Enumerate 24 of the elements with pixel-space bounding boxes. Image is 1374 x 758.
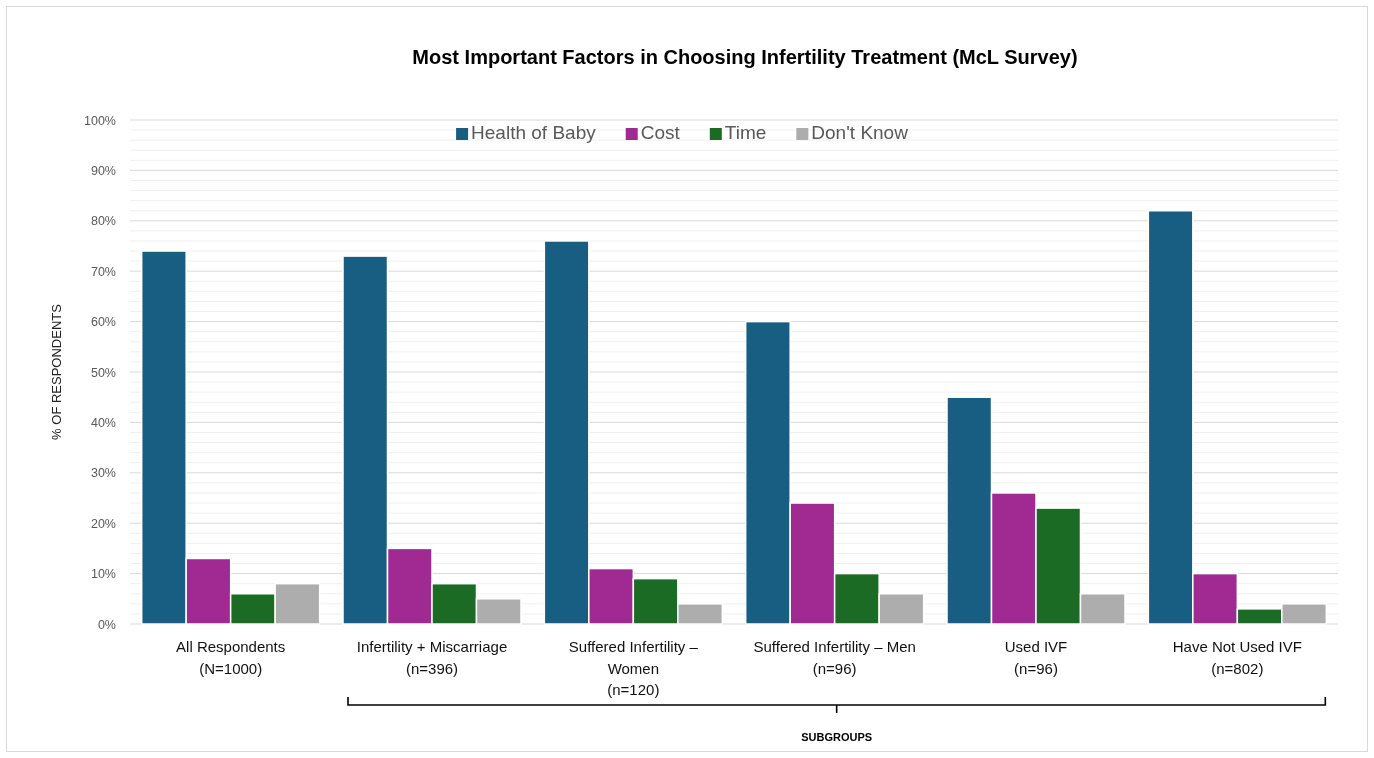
x-tick-label: Have Not Used IVF (n=802) bbox=[1172, 638, 1302, 677]
y-tick-label: 30% bbox=[90, 466, 116, 481]
legend-label: Don't Know bbox=[811, 122, 909, 143]
y-tick-label: 100% bbox=[84, 113, 116, 128]
y-tick-label: 10% bbox=[90, 567, 116, 582]
legend-label: Cost bbox=[640, 122, 681, 143]
text: SUBGROUPS bbox=[801, 731, 873, 743]
y-tick-label: 90% bbox=[90, 163, 116, 178]
legend-label: Health of Baby bbox=[471, 122, 597, 143]
x-tick-label: Suffered Infertility – Men (n=96) bbox=[753, 638, 916, 677]
y-tick-label: 60% bbox=[90, 315, 116, 330]
y-axis-title: % OF RESPONDENTS bbox=[49, 303, 64, 440]
y-tick-label: 20% bbox=[90, 516, 116, 531]
chart-title: Most Important Factors in Choosing Infertility Treatment (McL Survey) bbox=[412, 46, 1078, 68]
y-tick-label: 80% bbox=[90, 214, 116, 229]
x-tick-label: Used IVF (n=96) bbox=[1004, 638, 1068, 677]
y-tick-label: 70% bbox=[90, 264, 116, 279]
x-tick-label: Suffered Infertility – Women (n=120) bbox=[568, 638, 699, 698]
y-tick-label: 50% bbox=[90, 365, 116, 380]
x-tick-label: All Respondents (N=1000) bbox=[176, 638, 286, 677]
x-tick-label: Infertility + Miscarriage (n=396) bbox=[356, 638, 508, 677]
y-tick-label: 40% bbox=[90, 415, 116, 430]
y-tick-label: 0% bbox=[97, 617, 116, 632]
legend-label: Time bbox=[724, 122, 767, 143]
